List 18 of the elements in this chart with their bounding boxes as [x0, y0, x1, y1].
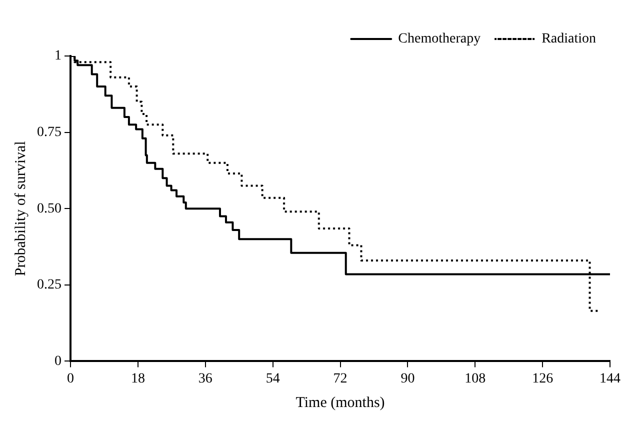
x-axis-title: Time (months): [296, 394, 385, 411]
y-tick-label: 0.75: [37, 124, 62, 140]
y-tick-label: 0.25: [37, 278, 62, 293]
x-tick-label: 18: [130, 371, 145, 386]
y-axis-title: Probability of survival: [12, 141, 29, 276]
y-tick-label: 1: [54, 48, 62, 64]
x-tick-label: 0: [67, 371, 74, 386]
x-tick-label: 126: [532, 371, 554, 386]
x-tick-label: 36: [198, 371, 212, 386]
legend-label: Radiation: [542, 32, 596, 47]
x-tick-label: 90: [400, 371, 415, 386]
x-tick-label: 108: [464, 371, 486, 386]
legend-label: Chemotherapy: [398, 32, 481, 47]
x-tick-label: 144: [600, 371, 620, 386]
y-tick-label: 0: [54, 354, 62, 369]
y-tick-label: 0.50: [37, 201, 62, 216]
x-tick-label: 54: [266, 371, 280, 386]
x-tick-label: 72: [333, 371, 348, 386]
